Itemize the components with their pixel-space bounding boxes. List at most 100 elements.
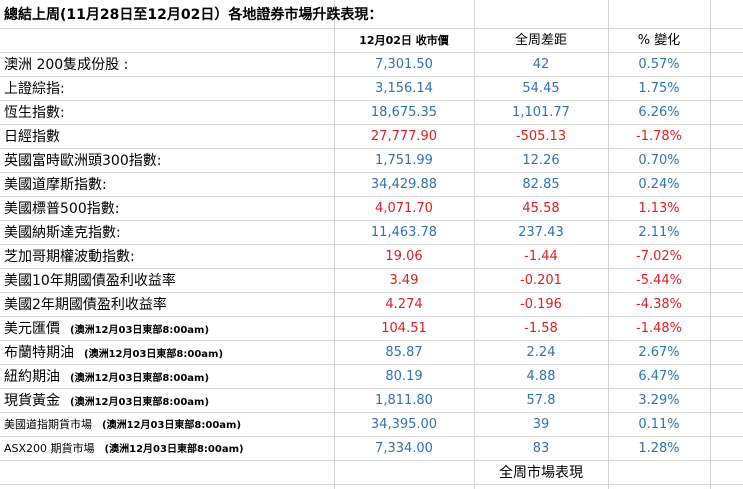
row-name: 恆生指數: [4,105,65,121]
pct-change-cell: 0.70% [638,153,680,168]
weekly-change-cell: 237.43 [518,225,564,240]
row-name: 美國道摩斯指數: [4,177,107,193]
row-divider [0,52,743,53]
close-price-cell: 19.06 [385,249,423,264]
row-note: (澳洲12月03日東部8:00am) [102,420,242,431]
row-divider [0,28,743,29]
pct-change-cell: -7.02% [636,249,682,264]
footer-label: 全周市場表現 [499,465,583,481]
row-name: 美國標普500指數: [4,201,120,217]
row-name: ASX200 期貨市場 [4,442,95,455]
row-note: (澳洲12月03日東部8:00am) [104,444,244,455]
row-label: 英國富時歐洲頭300指數: [4,149,334,173]
close-price-cell: 1,811.80 [375,393,433,408]
row-name: 芝加哥期權波動指數: [4,249,135,265]
pct-change-cell: 6.47% [638,369,680,384]
close-price-cell: 18,675.35 [370,105,438,120]
row-divider [0,268,743,269]
row-label: 美元匯價 (澳洲12月03日東部8:00am) [4,317,334,341]
row-divider [0,76,743,77]
close-price-cell: 80.19 [385,369,423,384]
pct-change-cell: -1.48% [636,321,682,336]
weekly-change-cell: 57.8 [526,393,556,408]
close-price-cell: 4.274 [385,297,423,312]
row-name: 英國富時歐洲頭300指數: [4,153,162,169]
row-note: (澳洲12月03日東部8:00am) [70,325,210,336]
row-divider [0,460,743,461]
row-name: 美國納斯達克指數: [4,225,121,241]
pct-change-cell: 0.11% [638,417,680,432]
row-divider [0,196,743,197]
weekly-change-cell: 45.58 [522,201,560,216]
pct-change-cell: 6.26% [638,105,680,120]
close-price-cell: 11,463.78 [370,225,438,240]
pct-change-cell: 1.28% [638,441,680,456]
row-label: 美國道摩斯指數: [4,173,334,197]
row-label: 上證綜指: [4,77,334,101]
row-name: 現貨黃金 [4,393,60,409]
close-price-cell: 34,395.00 [370,417,438,432]
row-name: 上證綜指: [4,81,65,97]
row-divider [0,484,743,485]
close-price-cell: 4,071.70 [375,201,433,216]
header-pct-change: % 變化 [637,33,681,48]
row-note: (澳洲12月03日東部8:00am) [84,349,224,360]
weekly-change-cell: -505.13 [515,129,567,144]
header-close-price: 12月02日 收市價 [359,34,449,47]
row-label: 布蘭特期油 (澳洲12月03日東部8:00am) [4,341,334,365]
pct-change-cell: 0.24% [638,177,680,192]
row-divider [0,316,743,317]
close-price-cell: 27,777.90 [370,129,438,144]
close-price-cell: 1,751.99 [375,153,433,168]
row-divider [0,220,743,221]
row-label: 日經指數 [4,125,334,149]
row-divider [0,148,743,149]
row-label: 恆生指數: [4,101,334,125]
row-divider [0,124,743,125]
row-divider [0,100,743,101]
close-price-cell: 85.87 [385,345,423,360]
weekly-change-cell: 39 [532,417,550,432]
row-label: 紐約期油 (澳洲12月03日東部8:00am) [4,365,334,389]
row-divider [0,364,743,365]
row-label: 澳洲 200隻成份股 : [4,53,334,77]
row-name: 日經指數 [4,129,60,145]
row-label: ASX200 期貨市場 (澳洲12月03日東部8:00am) [4,437,334,461]
close-price-cell: 7,334.00 [375,441,433,456]
pct-change-cell: -4.38% [636,297,682,312]
weekly-change-cell: 12.26 [522,153,560,168]
row-name: 紐約期油 [4,369,60,385]
row-divider [0,388,743,389]
row-divider [0,172,743,173]
close-price-cell: 34,429.88 [370,177,438,192]
row-name: 美國2年期國債盈利收益率 [4,297,167,313]
weekly-change-cell: -0.196 [520,297,562,312]
row-divider [0,244,743,245]
header-weekly-change: 全周差距 [514,33,567,48]
pct-change-cell: 0.57% [638,57,680,72]
pct-change-cell: 1.13% [638,201,680,216]
close-price-cell: 104.51 [381,321,427,336]
weekly-change-cell: 4.88 [526,369,556,384]
row-label: 現貨黃金 (澳洲12月03日東部8:00am) [4,389,334,413]
row-name: 美元匯價 [4,321,60,337]
pct-change-cell: 3.29% [638,393,680,408]
weekly-change-cell: 2.24 [526,345,556,360]
row-divider [0,340,743,341]
weekly-change-cell: 42 [532,57,550,72]
row-label: 芝加哥期權波動指數: [4,245,334,269]
close-price-cell: 7,301.50 [375,57,433,72]
close-price-cell: 3.49 [389,273,419,288]
pct-change-cell: 2.67% [638,345,680,360]
weekly-change-cell: -1.58 [524,321,558,336]
pct-change-cell: 1.75% [638,81,680,96]
row-note: (澳洲12月03日東部8:00am) [70,373,210,384]
weekly-change-cell: -1.44 [524,249,558,264]
row-label: 美國納斯達克指數: [4,221,334,245]
pct-change-cell: 2.11% [638,225,680,240]
row-label: 美國標普500指數: [4,197,334,221]
row-divider [0,412,743,413]
weekly-change-cell: 1,101.77 [512,105,570,120]
row-note: (澳洲12月03日東部8:00am) [70,397,210,408]
